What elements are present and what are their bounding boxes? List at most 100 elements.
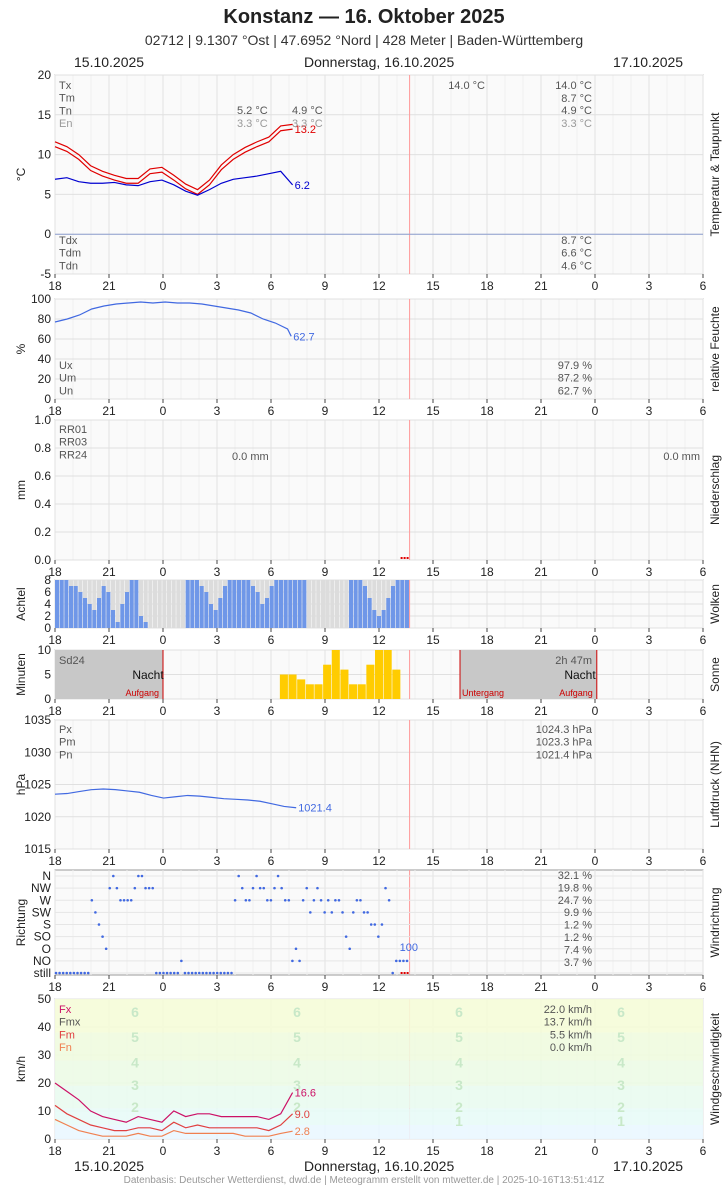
missing-marker bbox=[400, 557, 403, 559]
y-tick-label: 1015 bbox=[24, 842, 51, 856]
y-tick-label: 0.6 bbox=[34, 469, 51, 483]
x-tick-label: 18 bbox=[48, 633, 62, 647]
direction-point bbox=[355, 898, 359, 902]
direction-point bbox=[69, 971, 72, 975]
direction-point bbox=[291, 959, 294, 963]
cloud-bar-bg bbox=[330, 580, 335, 628]
stat-label: RR01 bbox=[59, 424, 87, 436]
stat-value: 9.9 % bbox=[564, 907, 592, 919]
cloud-bar bbox=[297, 580, 302, 628]
direction-point bbox=[394, 959, 398, 963]
sun-bar bbox=[297, 679, 306, 699]
cloud-bar bbox=[101, 586, 106, 628]
y-tick-label: 100 bbox=[31, 292, 51, 306]
beaufort-label: 3 bbox=[131, 1077, 139, 1093]
x-tick-label: 3 bbox=[214, 704, 221, 718]
direction-point bbox=[312, 898, 316, 902]
direction-point bbox=[126, 898, 129, 902]
x-tick-label: 15 bbox=[426, 854, 440, 868]
direction-point bbox=[212, 971, 215, 975]
stat-value: 4.9 °C bbox=[561, 105, 592, 117]
x-tick-label: 9 bbox=[322, 404, 329, 418]
cloud-bar-bg bbox=[311, 580, 316, 628]
cloud-bar bbox=[129, 580, 134, 628]
missing-marker bbox=[406, 557, 409, 559]
x-tick-label: 12 bbox=[372, 404, 386, 418]
stat-value: 1023.3 hPa bbox=[536, 737, 593, 749]
stat-value: 4.6 °C bbox=[561, 260, 592, 272]
direction-point bbox=[294, 947, 298, 951]
direction-point bbox=[176, 971, 180, 975]
cloud-bar bbox=[143, 622, 148, 628]
cloud-bar-bg bbox=[171, 580, 176, 628]
cloud-bar bbox=[134, 580, 139, 628]
x-tick-label: 3 bbox=[214, 565, 221, 579]
x-tick-label: 18 bbox=[480, 1144, 494, 1158]
x-tick-label: 15 bbox=[426, 980, 440, 994]
x-tick-label: 6 bbox=[268, 980, 275, 994]
y-tick-label: 0.0 bbox=[34, 553, 51, 567]
end-value-gust: 16.6 bbox=[295, 1088, 316, 1100]
direction-point bbox=[129, 898, 133, 902]
x-tick-label: 0 bbox=[160, 854, 167, 868]
x-tick-label: 18 bbox=[48, 279, 62, 293]
cloud-bar bbox=[185, 580, 190, 628]
direction-point bbox=[262, 886, 266, 890]
sun-bar bbox=[349, 684, 358, 699]
cloud-bar bbox=[55, 580, 60, 628]
direction-point bbox=[387, 898, 391, 902]
x-tick-label: 6 bbox=[700, 565, 707, 579]
direction-point bbox=[305, 886, 309, 890]
direction-point bbox=[147, 886, 151, 890]
stat-value: 14.0 °C bbox=[555, 80, 592, 92]
stat-label: Tx bbox=[59, 80, 72, 92]
series-min-wind bbox=[54, 1118, 293, 1137]
x-tick-label: 12 bbox=[372, 704, 386, 718]
sun-bar bbox=[357, 684, 366, 699]
date-left: 15.10.2025 bbox=[74, 54, 145, 70]
x-tick-label: 18 bbox=[48, 980, 62, 994]
direction-point bbox=[362, 911, 366, 914]
beaufort-label: 2 bbox=[293, 1099, 301, 1115]
direction-point bbox=[255, 874, 258, 878]
cloud-bar bbox=[292, 580, 298, 628]
y-axis-label: % bbox=[14, 343, 28, 354]
beaufort-band bbox=[55, 1085, 703, 1109]
cloud-bar bbox=[199, 586, 204, 628]
direction-point bbox=[230, 971, 233, 975]
x-tick-label: 18 bbox=[48, 704, 62, 718]
y-tick-label: 40 bbox=[38, 352, 52, 366]
beaufort-label: 2 bbox=[455, 1099, 463, 1115]
x-tick-label: 6 bbox=[268, 704, 275, 718]
stat-value: 6.6 °C bbox=[561, 248, 592, 260]
panel-title: Luftdruck (NHN) bbox=[708, 741, 722, 828]
y-axis-label: Achtel bbox=[14, 587, 28, 620]
x-tick-label: 6 bbox=[268, 854, 275, 868]
x-tick-label: 21 bbox=[102, 1144, 116, 1158]
beaufort-label: 6 bbox=[455, 1004, 463, 1020]
x-tick-label: 0 bbox=[592, 1144, 599, 1158]
x-tick-label: 3 bbox=[214, 404, 221, 418]
x-tick-label: 21 bbox=[534, 404, 548, 418]
cloud-bar bbox=[386, 598, 391, 628]
direction-point bbox=[240, 886, 244, 890]
x-tick-label: 3 bbox=[646, 1144, 653, 1158]
series-temperature-max bbox=[54, 123, 293, 191]
x-tick-label: 12 bbox=[372, 980, 386, 994]
cloud-bar bbox=[59, 580, 64, 628]
cloud-bar-bg bbox=[334, 580, 340, 628]
beaufort-label: 5 bbox=[455, 1029, 463, 1045]
direction-point bbox=[326, 898, 330, 902]
cloud-bar bbox=[264, 598, 270, 628]
cloud-bar bbox=[92, 610, 97, 628]
beaufort-label: 5 bbox=[617, 1029, 625, 1045]
cloud-bar bbox=[110, 610, 116, 628]
direction-point bbox=[298, 959, 301, 963]
cloud-bar bbox=[269, 586, 274, 628]
cloud-bar bbox=[283, 580, 288, 628]
stat-value: 8.7 °C bbox=[561, 235, 592, 247]
cloud-bar-bg bbox=[92, 580, 97, 628]
direction-point bbox=[169, 971, 172, 975]
beaufort-band bbox=[55, 1108, 703, 1125]
direction-point bbox=[79, 971, 83, 975]
